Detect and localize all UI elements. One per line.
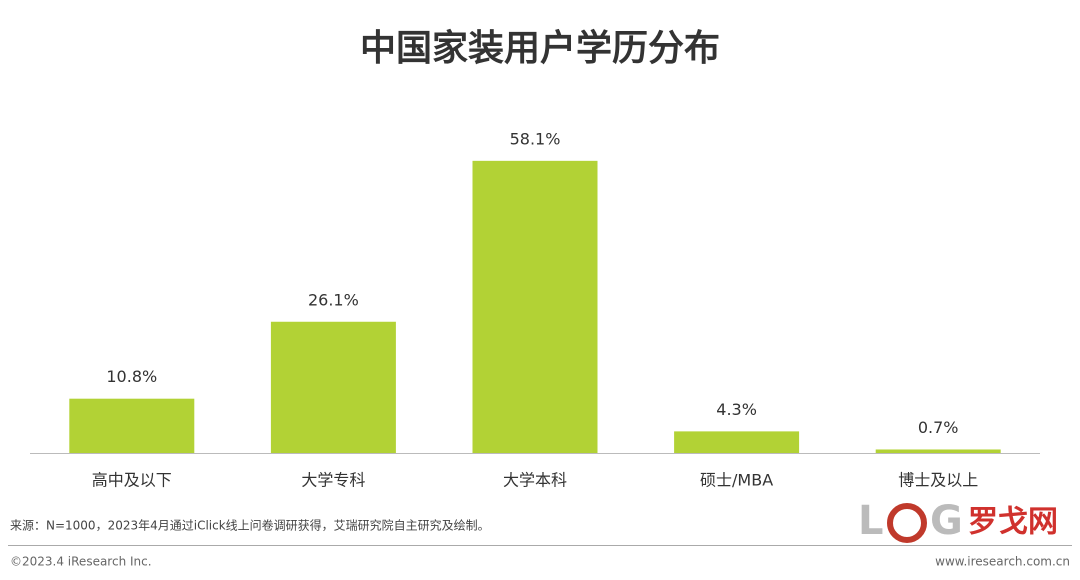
x-tick-label: 大学本科 [503, 471, 567, 490]
logo: L G 罗戈网 [858, 498, 1058, 544]
bar [270, 321, 396, 453]
logo-letter: L [858, 498, 884, 544]
logo-letter: G [930, 498, 963, 544]
x-tick-label: 大学专科 [301, 471, 365, 490]
site-url: www.iresearch.com.cn [935, 555, 1070, 569]
value-label: 58.1% [510, 129, 561, 148]
x-tick-label: 高中及以下 [92, 471, 172, 490]
value-label: 4.3% [716, 400, 757, 419]
bar [875, 449, 1001, 453]
bar [674, 431, 800, 453]
chart-title: 中国家装用户学历分布 [360, 27, 720, 69]
bar [472, 160, 598, 453]
source-note: 来源：N=1000，2023年4月通过iClick线上问卷调研获得，艾瑞研究院自… [10, 518, 490, 533]
copyright: ©2023.4 iResearch Inc. [10, 555, 152, 569]
value-label: 10.8% [106, 367, 157, 386]
value-label: 26.1% [308, 290, 359, 309]
bar [69, 398, 195, 453]
value-label: 0.7% [918, 418, 959, 437]
logo-ring [887, 503, 927, 543]
x-tick-label: 博士及以上 [898, 471, 978, 490]
logo-name: 罗戈网 [968, 505, 1058, 540]
x-tick-label: 硕士/MBA [700, 471, 773, 490]
